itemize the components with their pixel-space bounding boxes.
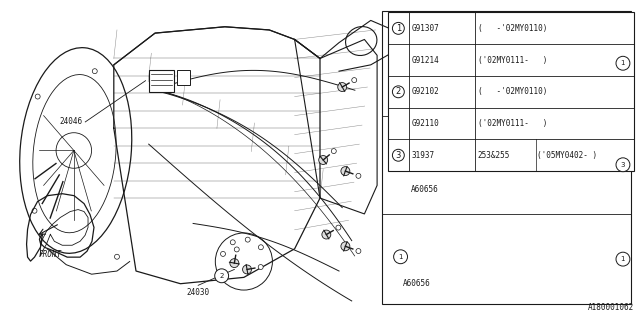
Text: A180001062: A180001062 <box>588 303 634 312</box>
Text: 3: 3 <box>396 151 401 160</box>
Text: 1: 1 <box>398 254 403 260</box>
Circle shape <box>319 156 328 164</box>
Bar <box>148 69 174 92</box>
Text: A60656: A60656 <box>403 279 430 288</box>
Circle shape <box>338 83 347 92</box>
Text: G91307: G91307 <box>412 24 440 33</box>
Bar <box>381 11 631 304</box>
Text: G92102: G92102 <box>412 87 440 96</box>
Text: A60656: A60656 <box>411 185 438 194</box>
Circle shape <box>341 167 350 176</box>
Circle shape <box>356 173 361 178</box>
Circle shape <box>243 265 252 274</box>
Circle shape <box>336 225 341 230</box>
Circle shape <box>332 148 336 154</box>
Text: 1: 1 <box>621 256 625 262</box>
Text: 31937: 31937 <box>412 151 435 160</box>
Circle shape <box>616 158 630 172</box>
Text: (   -'02MY0110): ( -'02MY0110) <box>479 24 548 33</box>
Bar <box>177 69 190 85</box>
Circle shape <box>392 149 404 161</box>
Text: 2: 2 <box>220 273 224 279</box>
Circle shape <box>616 252 630 266</box>
Text: FRONT: FRONT <box>39 251 62 260</box>
Text: ('02MY0111-   ): ('02MY0111- ) <box>479 56 548 65</box>
Text: 3: 3 <box>621 162 625 168</box>
Text: (   -'02MY0110): ( -'02MY0110) <box>479 87 548 96</box>
Text: 1: 1 <box>396 24 401 33</box>
Circle shape <box>392 86 404 98</box>
Text: G91214: G91214 <box>412 56 440 65</box>
Circle shape <box>341 242 350 251</box>
Text: G92110: G92110 <box>412 119 440 128</box>
Text: 24030: 24030 <box>187 288 210 298</box>
Circle shape <box>215 269 228 283</box>
Text: ('02MY0111-   ): ('02MY0111- ) <box>479 119 548 128</box>
Circle shape <box>258 265 263 269</box>
Text: A60656: A60656 <box>411 83 438 92</box>
Circle shape <box>392 22 404 34</box>
Circle shape <box>234 247 239 252</box>
Text: ('05MY0402- ): ('05MY0402- ) <box>537 151 597 160</box>
Circle shape <box>352 78 356 83</box>
Circle shape <box>394 250 408 264</box>
Circle shape <box>322 230 331 239</box>
Text: 1: 1 <box>621 60 625 66</box>
Text: 2: 2 <box>396 87 401 96</box>
Bar <box>388 12 634 171</box>
Circle shape <box>616 56 630 70</box>
Text: 24046: 24046 <box>59 117 82 126</box>
Circle shape <box>230 259 239 268</box>
Text: 253&255: 253&255 <box>477 151 510 160</box>
Circle shape <box>356 249 361 253</box>
